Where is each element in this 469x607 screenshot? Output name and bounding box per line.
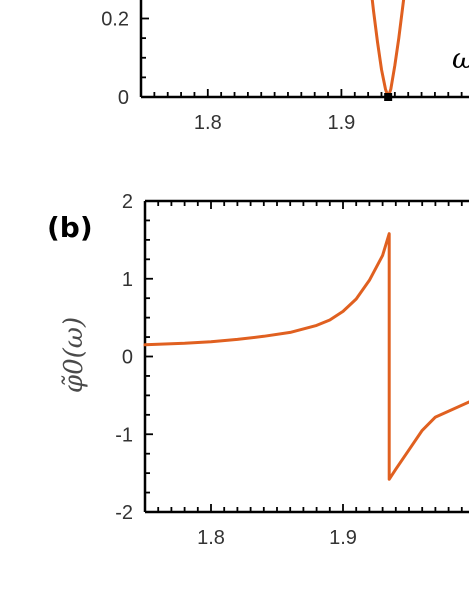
y-tick-label: 0 (118, 87, 129, 109)
x-tick-label: 1.8 (194, 112, 222, 134)
panel-b-series (143, 232, 469, 481)
series-line (143, 232, 469, 481)
series-line (370, 0, 406, 99)
panel-a-ticks (140, 17, 463, 98)
panel-a-axes (139, 0, 469, 99)
panel-a: 1.8 1.9 0 0.2 ω (101, 0, 469, 134)
x-tick-label: 1.9 (327, 112, 355, 134)
y-tick-label: 2 (122, 191, 133, 213)
y-tick-label: -2 (115, 502, 133, 524)
panel-a-tick-labels: 1.8 1.9 0 0.2 (101, 9, 355, 135)
panel-b-tick-labels: 1.8 1.9 2 1 0 -1 -2 (115, 191, 357, 549)
y-tick-label: 1 (122, 269, 133, 291)
panel-a-marker (384, 93, 393, 101)
panel-b-ticks (144, 200, 463, 513)
panel-a-series (370, 0, 406, 99)
y-tick-label: -1 (115, 424, 133, 446)
panel-b: (b) 1.8 1.9 2 1 0 -1 -2 φ̃0(ω) (47, 191, 469, 549)
panel-b-axes (143, 199, 469, 514)
y-tick-label: 0 (122, 347, 133, 369)
panel-b-label: (b) (47, 211, 93, 244)
x-tick-label: 1.8 (197, 527, 225, 549)
panel-a-annotation: ω (452, 42, 469, 75)
x-tick-label: 1.9 (329, 527, 357, 549)
y-tick-label: 0.2 (101, 9, 129, 31)
panel-b-ylabel: φ̃0(ω) (59, 317, 89, 393)
